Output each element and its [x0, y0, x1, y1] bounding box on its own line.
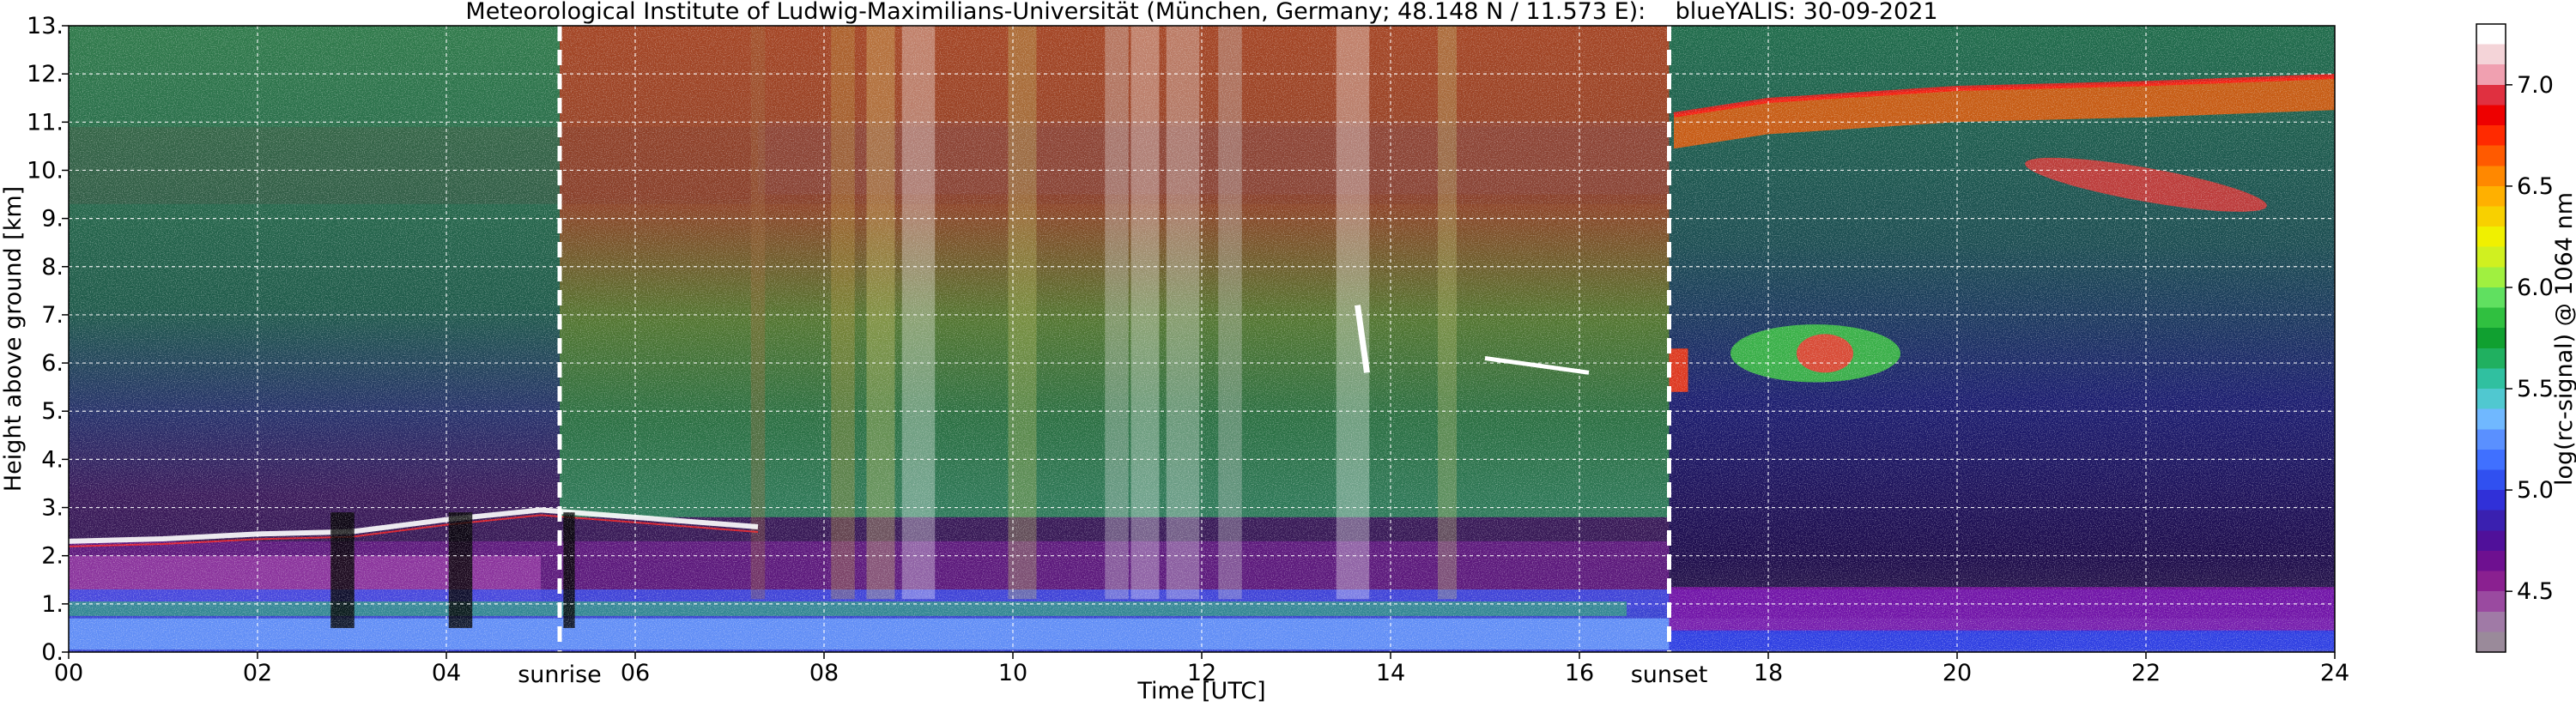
y-tick-label: 0. — [41, 639, 64, 666]
x-tick-label: 18 — [1754, 660, 1783, 686]
y-tick-label: 13. — [27, 13, 64, 39]
y-tick-label: 4. — [41, 446, 64, 473]
x-tick-label: 20 — [1943, 660, 1972, 686]
colorbar-tick-label: 5.5 — [2517, 376, 2554, 402]
x-tick-label: 08 — [809, 660, 839, 686]
y-tick-label: 12. — [27, 61, 64, 88]
x-tick-label: 16 — [1565, 660, 1594, 686]
x-axis-label: Time [UTC] — [1136, 678, 1265, 704]
colorbar-tick-label: 6.0 — [2517, 275, 2554, 301]
x-tick-label: 14 — [1376, 660, 1405, 686]
colorbar-tick-label: 5.0 — [2517, 477, 2554, 504]
y-tick-label: 10. — [27, 157, 64, 184]
x-axis: 00 02 04 06 08 10 12 14 16 18 20 22 24 — [54, 652, 2349, 686]
colorbar-tick-label: 6.5 — [2517, 173, 2554, 200]
speckle-noise — [69, 26, 2335, 652]
colorbar-bar — [2476, 23, 2506, 653]
y-axis-label: Height above ground [km] — [0, 186, 27, 492]
grid-lines — [69, 26, 2335, 652]
x-tick-label: 10 — [998, 660, 1027, 686]
y-tick-label: 5. — [41, 398, 64, 425]
y-tick-label: 9. — [41, 206, 64, 233]
x-tick-label: 24 — [2320, 660, 2349, 686]
y-tick-label: 6. — [41, 350, 64, 377]
y-tick-label: 8. — [41, 254, 64, 281]
y-tick-label: 7. — [41, 302, 64, 329]
colorbar-tick-label: 4.5 — [2517, 578, 2554, 605]
chart-title: Meteorological Institute of Ludwig-Maxim… — [465, 0, 1937, 25]
sun-annotations — [557, 26, 1671, 652]
x-tick-label: 12 — [1187, 660, 1216, 686]
y-axis: 0. 1. 2. 3. 4. 5. 6. 7. 8. 9. 10. 11. 12. 13. — [27, 13, 69, 666]
y-tick-label: 2. — [41, 543, 64, 570]
x-tick-label: 22 — [2131, 660, 2161, 686]
colorbar: 4.5 5.0 5.5 6.0 6.5 7.0 log(rc-signal) @ 1064… — [2476, 23, 2576, 653]
y-tick-label: 3. — [41, 495, 64, 522]
sunrise-label: sunrise — [518, 662, 602, 688]
x-tick-label: 04 — [432, 660, 461, 686]
sunset-label: sunset — [1631, 662, 1708, 688]
colorbar-tick-label: 7.0 — [2517, 72, 2554, 99]
x-tick-label: 02 — [243, 660, 272, 686]
colorbar-label: log(rc-signal) @ 1064 nm — [2551, 192, 2576, 486]
y-tick-label: 11. — [27, 109, 64, 136]
colorbar-ticks: 4.5 5.0 5.5 6.0 6.5 7.0 — [2506, 72, 2554, 605]
x-tick-label: 06 — [621, 660, 650, 686]
y-tick-label: 1. — [41, 591, 64, 618]
x-tick-label: 00 — [54, 660, 83, 686]
plot-area — [68, 25, 2336, 653]
